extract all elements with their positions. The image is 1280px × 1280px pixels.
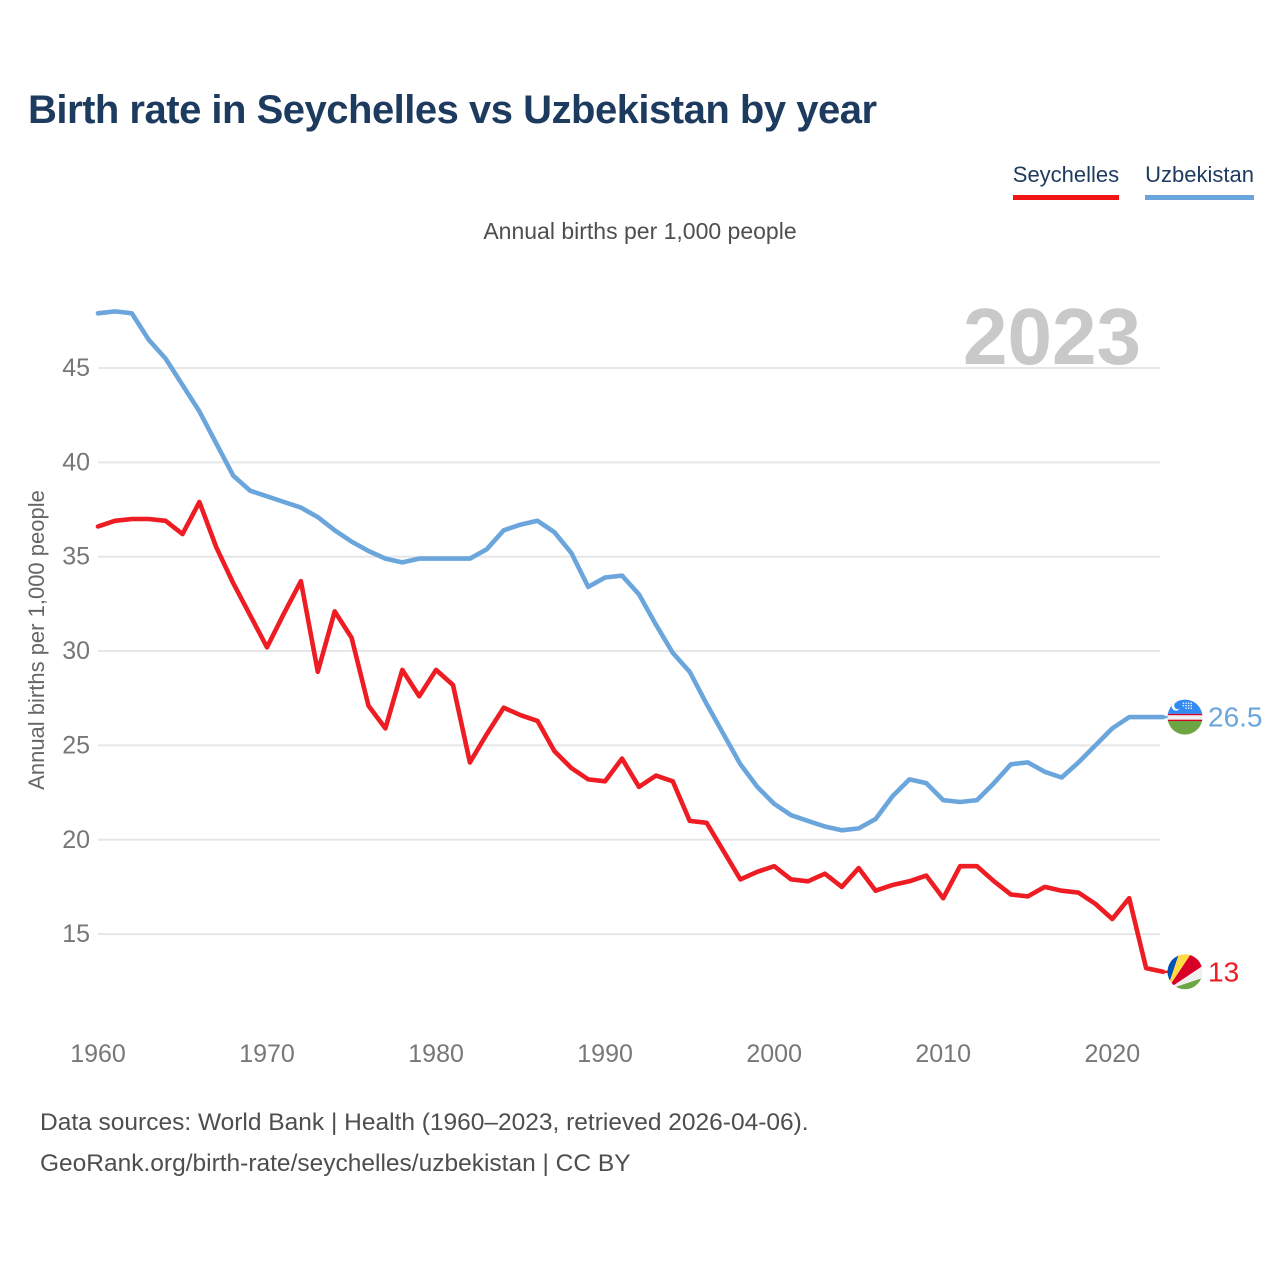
y-tick-label: 45 (62, 354, 90, 382)
flag-icon-uzbekistan (1167, 699, 1203, 735)
y-tick-label: 40 (62, 448, 90, 476)
end-marker-layer: 26.5 13 (1161, 699, 1263, 990)
x-tick-label: 1980 (408, 1040, 464, 1068)
x-tick-label: 2010 (915, 1040, 971, 1068)
y-tick-label: 25 (62, 731, 90, 759)
x-tick-label: 1970 (239, 1040, 295, 1068)
end-value-label-seychelles: 13 (1208, 956, 1239, 987)
footer-attribution-line: GeoRank.org/birth-rate/seychelles/uzbeki… (40, 1150, 631, 1177)
footer-sources-line: Data sources: World Bank | Health (1960–… (40, 1109, 809, 1136)
y-tick-label: 20 (62, 826, 90, 854)
x-tick-label: 1960 (70, 1040, 126, 1068)
flag-icon-seychelles (1167, 954, 1203, 990)
legend-label-uzbekistan: Uzbekistan (1145, 162, 1254, 187)
y-tick-label: 30 (62, 637, 90, 665)
y-tick-label: 35 (62, 543, 90, 571)
x-axis-labels-group: 1960 1970 1980 1990 2000 2010 2020 (70, 1040, 1140, 1068)
watermark-year: 2023 (963, 292, 1141, 381)
gridlines-group (98, 367, 1160, 936)
chart-title: Birth rate in Seychelles vs Uzbekistan b… (28, 88, 877, 132)
x-tick-label: 2000 (746, 1040, 802, 1068)
legend: Seychelles Uzbekistan (1012, 162, 1254, 200)
y-tick-label: 15 (62, 920, 90, 948)
chart-subtitle: Annual births per 1,000 people (483, 218, 797, 244)
x-tick-label: 1990 (577, 1040, 633, 1068)
y-axis-labels-group: 15 20 25 30 35 40 45 (62, 354, 90, 948)
x-tick-label: 2020 (1084, 1040, 1140, 1068)
footer: Data sources: World Bank | Health (1960–… (40, 1102, 809, 1184)
series-line-seychelles (95, 499, 1166, 975)
end-value-label-uzbekistan: 26.5 (1208, 702, 1263, 733)
legend-item-uzbekistan[interactable]: Uzbekistan (1145, 162, 1254, 200)
series-line-uzbekistan (95, 309, 1166, 833)
series-layer (95, 309, 1166, 975)
y-axis-title: Annual births per 1,000 people (24, 490, 49, 790)
legend-item-seychelles[interactable]: Seychelles (1012, 162, 1120, 200)
legend-label-seychelles: Seychelles (1012, 162, 1120, 187)
